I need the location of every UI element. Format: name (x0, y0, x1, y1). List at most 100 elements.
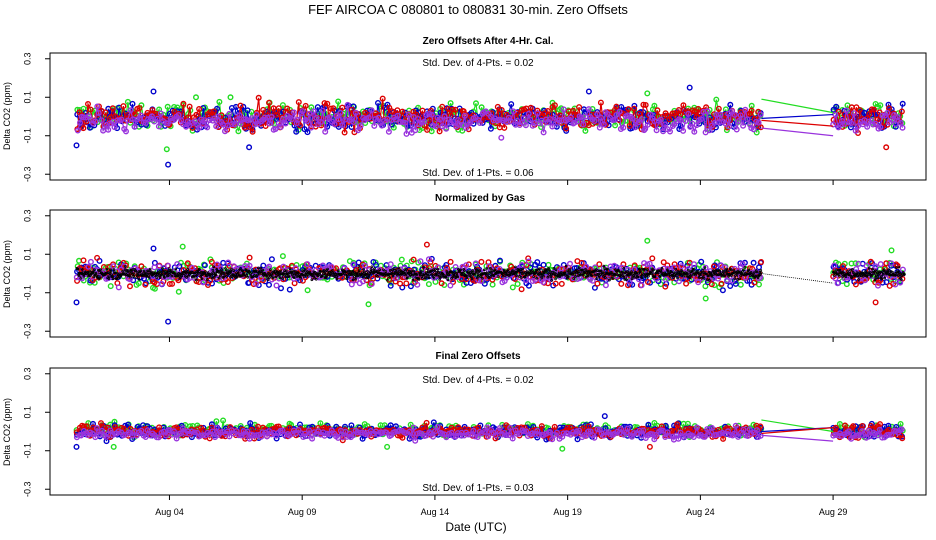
data-point-red (452, 106, 459, 113)
panel-normalized-by-gas: Normalized by Gas Delta CO2 (ppm) -0.3-0… (2, 193, 927, 342)
data-point-blue (750, 259, 757, 266)
data-point-red (379, 95, 386, 102)
data-point-red (758, 259, 765, 266)
data-point-purple (667, 128, 674, 135)
data-point-purple (452, 264, 459, 271)
panel-2-frame (49, 209, 927, 338)
data-point-blue (387, 282, 394, 289)
data-point-green (612, 122, 619, 129)
data-point-red (450, 106, 457, 113)
data-point-purple (385, 128, 392, 135)
data-point-purple (313, 114, 320, 121)
data-point-purple (414, 281, 421, 288)
gap-bridge-red (761, 119, 834, 127)
gap-bridge-black (761, 273, 834, 284)
data-point-red (642, 101, 649, 108)
data-point-purple (237, 120, 244, 127)
data-point-purple (496, 116, 503, 123)
data-point-black (186, 267, 189, 271)
data-point-red (218, 112, 225, 119)
data-point-blue (443, 262, 450, 269)
data-point-purple (295, 116, 302, 123)
data-point-purple (855, 123, 862, 130)
data-point-purple (174, 261, 181, 268)
data-point-purple (430, 122, 437, 129)
data-point-red (321, 100, 328, 107)
data-point-red (109, 105, 116, 112)
data-point-blue (373, 262, 380, 269)
data-point-red (424, 126, 431, 133)
data-point-blue (631, 102, 638, 109)
data-point-red (680, 102, 687, 109)
data-point-purple (151, 264, 158, 271)
data-point-purple (691, 128, 698, 135)
data-point-black (572, 277, 576, 280)
data-point-purple (122, 128, 129, 135)
data-point-black (314, 277, 318, 281)
data-point-red (576, 104, 583, 111)
data-point-black (701, 268, 705, 272)
data-point-purple (253, 111, 260, 118)
data-point-purple (308, 124, 315, 131)
data-point-black (833, 274, 836, 277)
y-tick-label: 0.1 (22, 91, 32, 104)
data-point-purple (339, 122, 346, 129)
data-point-green (651, 102, 658, 109)
data-point-red (399, 108, 406, 115)
data-point-blue (719, 287, 726, 294)
data-point-purple (111, 124, 118, 131)
data-point-red (339, 104, 346, 111)
data-point-purple (371, 122, 378, 129)
data-point-purple (892, 120, 899, 127)
data-point-red (210, 108, 217, 115)
data-point-purple (403, 130, 410, 137)
data-point-purple (706, 127, 713, 134)
data-point-blue (727, 283, 734, 290)
data-point-purple (598, 114, 605, 121)
data-point-green (514, 281, 521, 288)
data-point-purple (616, 108, 623, 115)
data-point-blue (534, 259, 541, 266)
data-point-purple (98, 117, 105, 124)
data-point-green (545, 261, 552, 268)
data-point-purple (644, 121, 651, 128)
data-point-purple (841, 120, 848, 127)
data-point-blue (698, 258, 705, 265)
data-point-purple (387, 261, 394, 268)
outlier-point-blue (73, 299, 80, 306)
data-point-blue (892, 123, 899, 130)
outlier-point-blue (246, 144, 253, 151)
data-point-blue (487, 125, 494, 132)
panel-1-annotation-4pts: Std. Dev. of 4-Pts. = 0.02 (422, 58, 534, 69)
data-point-purple (722, 120, 729, 127)
data-point-purple (221, 128, 228, 135)
data-point-red (597, 99, 604, 106)
panel-3-title: Final Zero Offsets (435, 351, 520, 362)
data-point-red (874, 116, 881, 123)
data-point-purple (372, 116, 379, 123)
data-point-black (155, 276, 159, 280)
data-point-purple (319, 107, 326, 114)
outlier-point-blue (73, 142, 80, 149)
data-point-purple (602, 282, 609, 289)
data-point-purple (725, 110, 732, 117)
data-point-black (167, 267, 171, 270)
data-point-purple (567, 260, 574, 267)
data-point-red (394, 107, 401, 114)
data-point-purple (273, 282, 280, 289)
data-point-blue (732, 280, 739, 287)
outlier-point-blue (150, 88, 157, 95)
data-point-red (136, 104, 143, 111)
data-point-purple (360, 278, 367, 285)
data-point-purple (717, 111, 724, 118)
data-point-blue (304, 129, 311, 136)
data-point-purple (175, 112, 182, 119)
data-point-purple (118, 116, 125, 123)
data-point-blue (497, 257, 504, 264)
data-point-purple (750, 126, 757, 133)
data-point-purple (870, 121, 877, 128)
data-point-purple (629, 115, 636, 122)
data-point-red (196, 105, 203, 112)
data-point-purple (676, 278, 683, 285)
data-point-red (527, 104, 534, 111)
